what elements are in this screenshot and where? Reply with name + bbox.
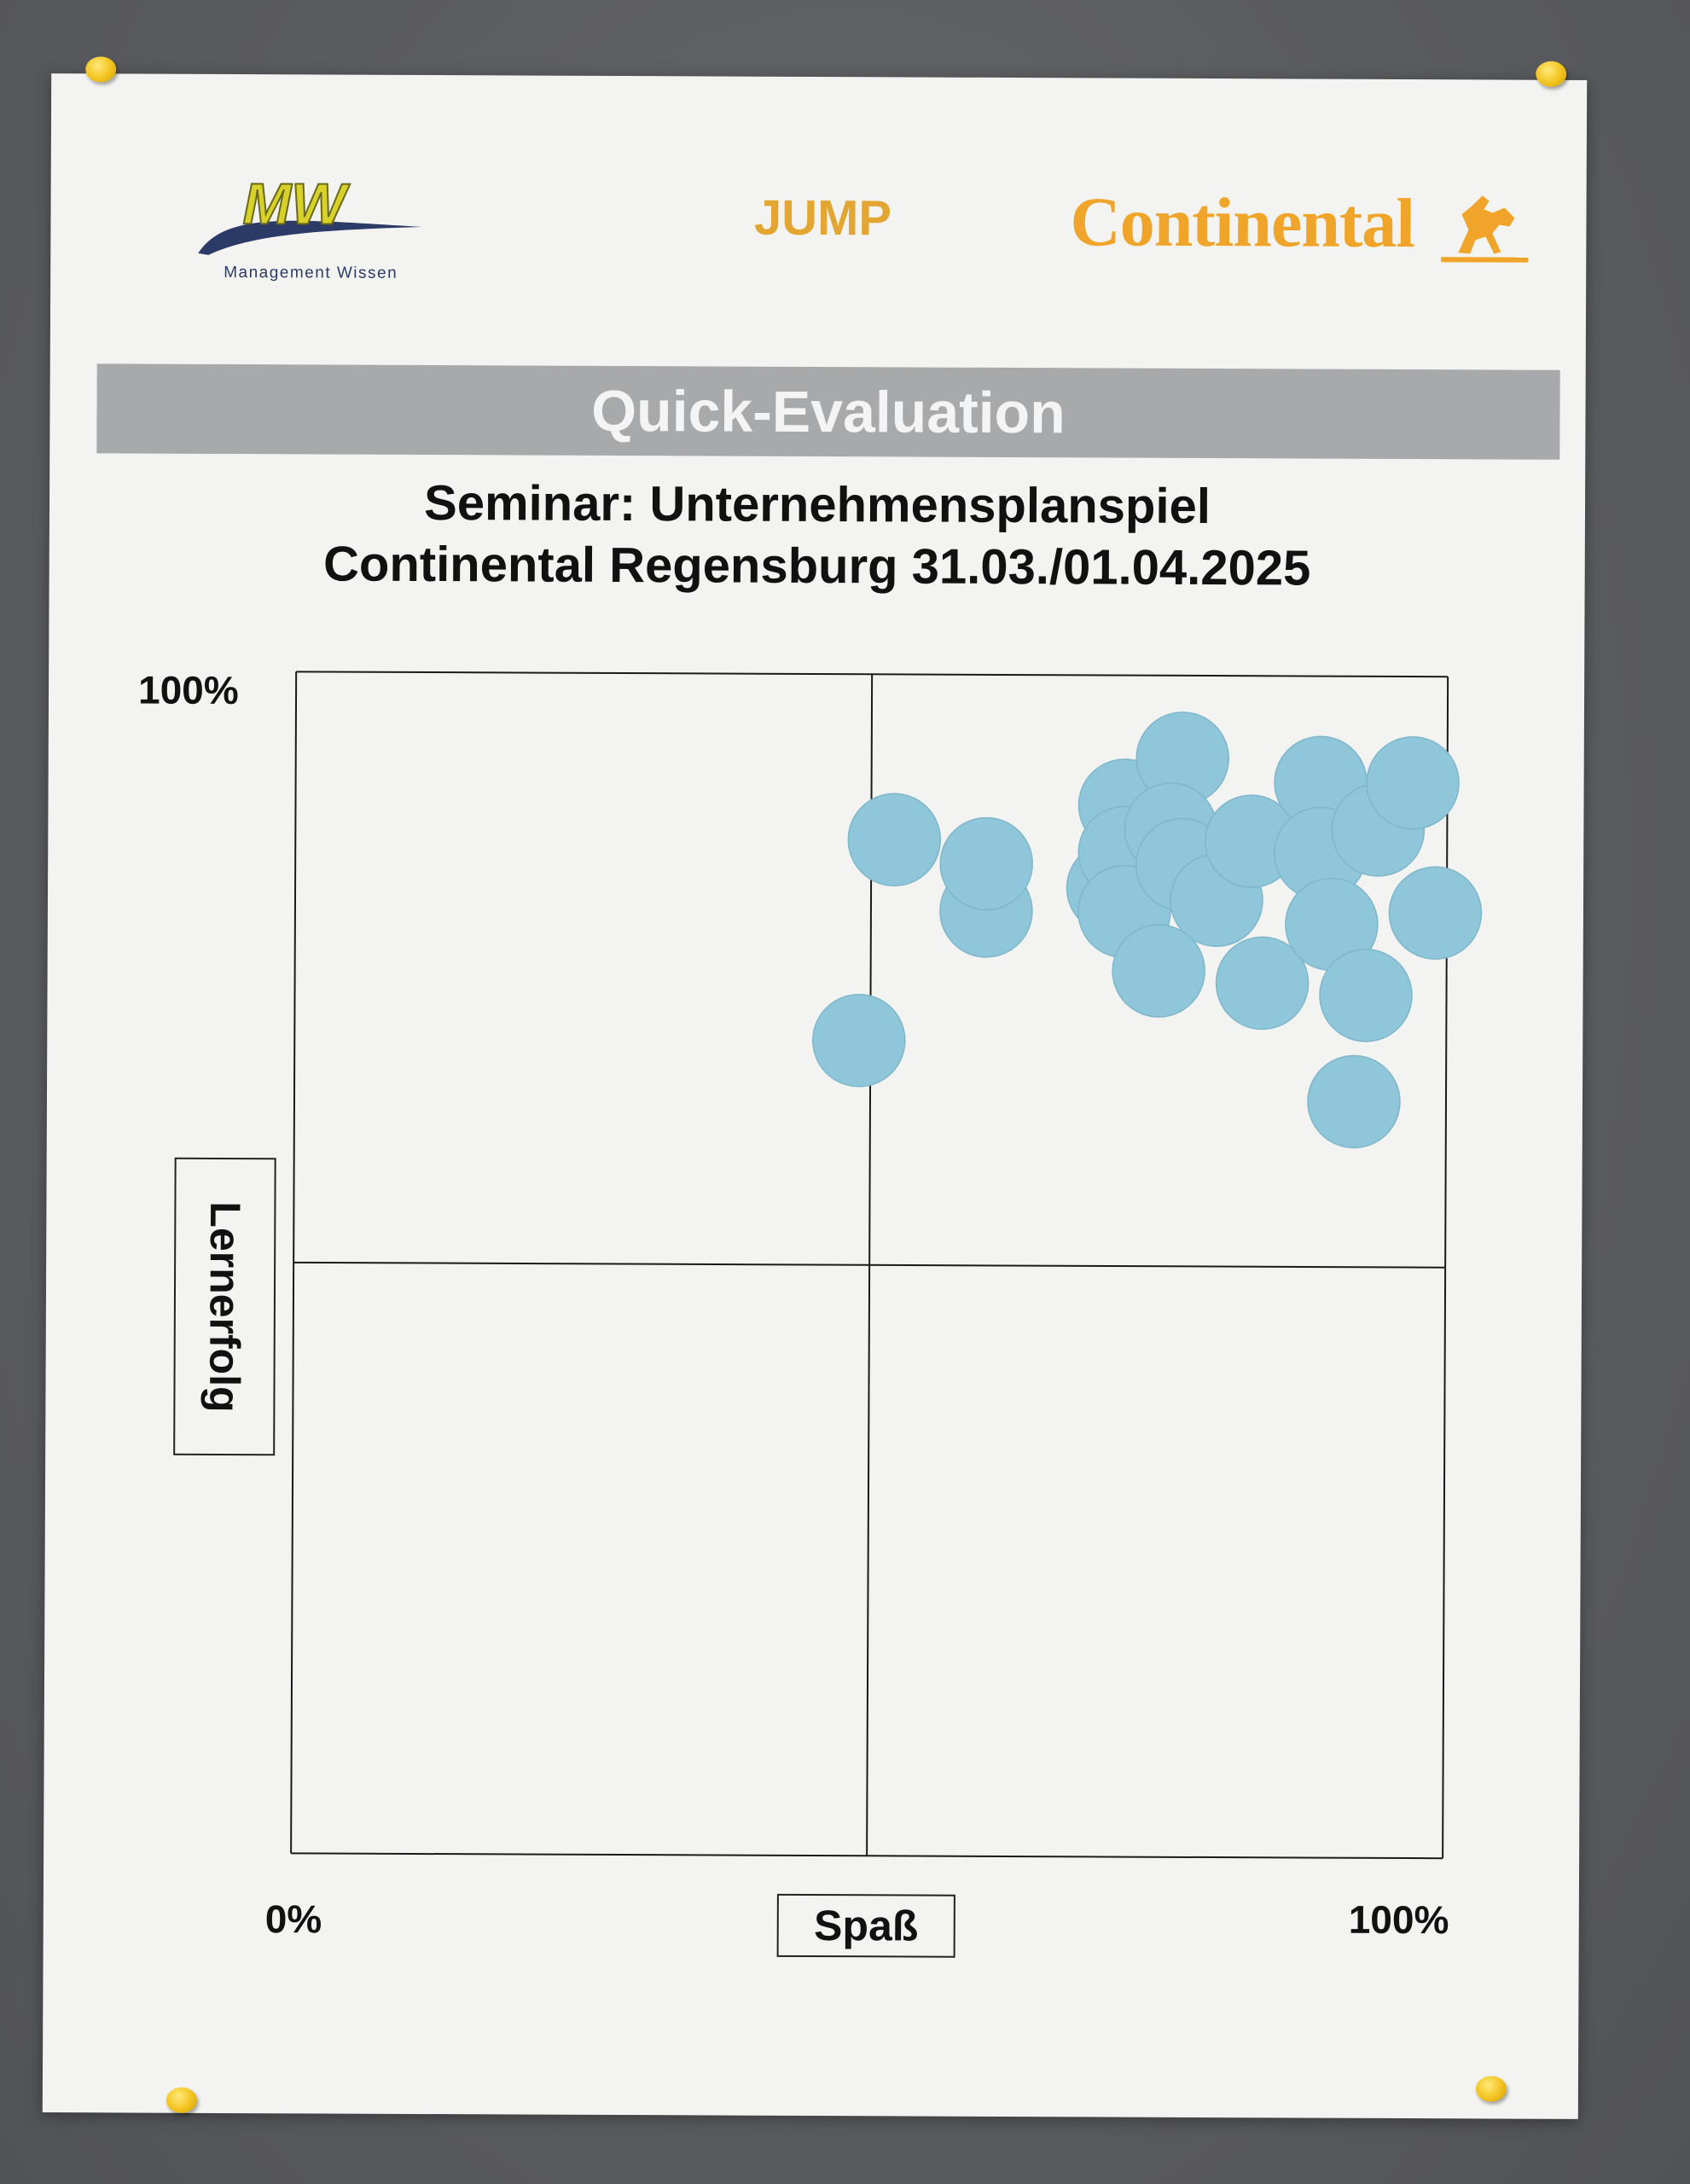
y-axis-label-box: Lernerfolg [173, 1157, 276, 1456]
mw-logo: MW Management Wissen [191, 160, 431, 288]
sticker-dot [1307, 1054, 1401, 1149]
poster-sheet: MW Management Wissen JUMP Continental Qu… [42, 56, 1588, 2119]
sticker-dot [1319, 949, 1413, 1043]
continental-horse-icon [1441, 195, 1529, 263]
sticker-dot [1366, 735, 1460, 830]
sticker-dot [939, 816, 1033, 911]
y-tick-100: 100% [137, 667, 239, 713]
x-tick-0: 0% [264, 1896, 322, 1942]
x-tick-100: 100% [1348, 1896, 1449, 1943]
evaluation-chart [290, 671, 1483, 1860]
x-axis-label: Spaß [814, 1902, 919, 1950]
sticker-dot [847, 793, 942, 887]
sticker-dot [1112, 924, 1205, 1018]
y-axis-label: Lernerfolg [200, 1200, 249, 1413]
mw-logo-text: MW [242, 171, 351, 237]
quadrant-divider-horizontal [293, 1261, 1446, 1269]
x-axis-label-box: Spaß [776, 1893, 955, 1958]
sticker-dot [1215, 936, 1310, 1031]
sticker-dot [1388, 866, 1483, 960]
mw-logo-mark: MW [198, 171, 422, 255]
sticker-dot [812, 993, 906, 1088]
chart-points [812, 712, 1483, 1149]
